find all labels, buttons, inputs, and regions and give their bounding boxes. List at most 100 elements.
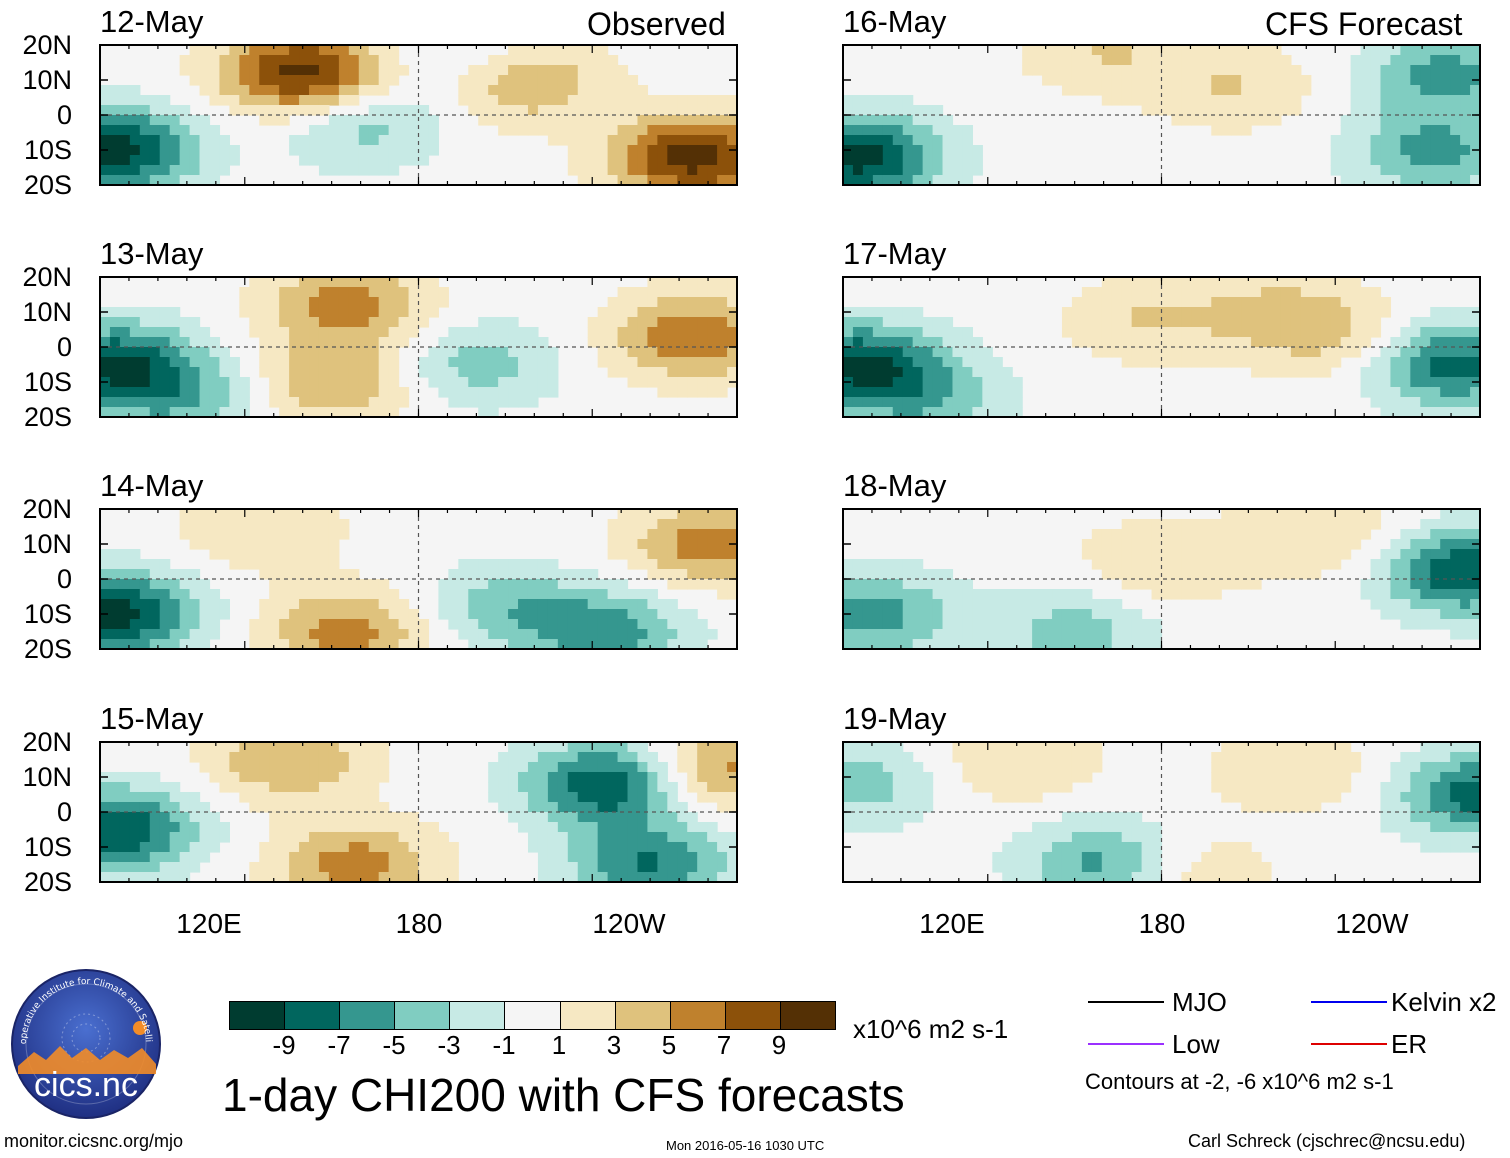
heatmap-cell (119, 559, 131, 570)
heatmap-cell (179, 55, 191, 66)
heatmap-cell (992, 407, 1003, 417)
heatmap-cell (279, 742, 290, 753)
heatmap-cell (1061, 85, 1073, 96)
heatmap-cell (249, 872, 260, 882)
heatmap-cell (707, 559, 718, 570)
heatmap-cell (149, 619, 161, 630)
heatmap-cell (1052, 55, 1063, 66)
heatmap-cell (972, 752, 983, 763)
heatmap-cell (667, 579, 678, 590)
heatmap-cell (597, 609, 609, 620)
heatmap-cell (1261, 75, 1272, 86)
heatmap-cell (1320, 509, 1332, 520)
heatmap-cell (139, 317, 151, 328)
heatmap-cell (843, 559, 854, 570)
heatmap-cell (318, 792, 330, 803)
heatmap-cell (1141, 639, 1153, 649)
heatmap-cell (1350, 115, 1362, 126)
heatmap-cell (843, 337, 854, 348)
heatmap-cell (269, 277, 280, 288)
heatmap-cell (667, 559, 678, 570)
heatmap-cell (309, 105, 320, 116)
heatmap-cell (179, 792, 191, 803)
heatmap-cell (1400, 45, 1411, 56)
heatmap-cell (537, 589, 549, 600)
heatmap-cell (1211, 762, 1222, 773)
heatmap-cell (1171, 569, 1182, 580)
heatmap-cell (498, 357, 509, 368)
heatmap-cell (289, 822, 300, 833)
heatmap-cell (1320, 357, 1332, 368)
heatmap-cell (109, 407, 121, 417)
heatmap-cell (697, 742, 708, 753)
heatmap-cell (149, 569, 161, 580)
heatmap-cell (1290, 802, 1302, 813)
heatmap-cell (912, 175, 924, 185)
heatmap-cell (677, 317, 688, 328)
heatmap-cell (1091, 45, 1103, 56)
heatmap-cell (328, 115, 340, 126)
heatmap-cell (279, 397, 290, 408)
heatmap-cell (119, 609, 131, 620)
heatmap-cell (1360, 589, 1372, 600)
heatmap-cell (358, 65, 370, 76)
heatmap-cell (1261, 792, 1272, 803)
heatmap-cell (717, 387, 728, 398)
heatmap-cell (159, 347, 171, 358)
heatmap-cell (607, 65, 619, 76)
heatmap-cell (189, 842, 201, 853)
heatmap-cell (1270, 45, 1282, 56)
heatmap-cell (1280, 519, 1292, 530)
heatmap-cell (299, 407, 310, 417)
heatmap-cell (488, 377, 499, 388)
heatmap-cell (239, 782, 250, 793)
heatmap-cell (872, 742, 884, 753)
heatmap-cell (1300, 367, 1312, 378)
heatmap-cell (717, 95, 728, 106)
heatmap-cell (348, 782, 360, 793)
heatmap-cell (1400, 65, 1411, 76)
heatmap-cell (338, 609, 350, 620)
heatmap-cell (159, 589, 171, 600)
heatmap-cell (338, 742, 350, 753)
heatmap-cell (587, 579, 599, 590)
heatmap-cell (1261, 762, 1272, 773)
heatmap-cell (1270, 277, 1282, 288)
heatmap-cell (1101, 65, 1113, 76)
heatmap-cell (279, 529, 290, 540)
heatmap-cell (1042, 832, 1053, 843)
heatmap-cell (299, 782, 310, 793)
heatmap-cell (398, 387, 410, 398)
heatmap-cell (1231, 95, 1242, 106)
heatmap-cell (1002, 792, 1013, 803)
heatmap-cell (1002, 367, 1013, 378)
heatmap-cell (657, 135, 668, 146)
heatmap-cell (1300, 529, 1312, 540)
heatmap-cell (1430, 802, 1441, 813)
heatmap-cell (269, 509, 280, 520)
heatmap-cell (398, 287, 410, 298)
heatmap-cell (1261, 85, 1272, 96)
heatmap-cell (119, 639, 131, 649)
heatmap-cell (518, 75, 529, 86)
heatmap-cell (1171, 337, 1182, 348)
heatmap-cell (498, 387, 509, 398)
heatmap-cell (229, 529, 240, 540)
heatmap-cell (119, 367, 131, 378)
heatmap-cell (518, 802, 529, 813)
heatmap-cell (1061, 752, 1073, 763)
heatmap-cell (647, 589, 658, 600)
heatmap-cell (109, 327, 121, 338)
heatmap-cell (1270, 337, 1282, 348)
heatmap-cell (348, 569, 360, 580)
heatmap-cell (179, 135, 191, 146)
heatmap-cell (1410, 357, 1421, 368)
heatmap-cell (488, 397, 499, 408)
heatmap-cell (368, 125, 380, 136)
heatmap-cell (1121, 529, 1133, 540)
heatmap-cell (358, 589, 370, 600)
heatmap-cell (1131, 307, 1143, 318)
heatmap-cell (348, 165, 360, 176)
heatmap-cell (259, 357, 270, 368)
heatmap-cell (607, 762, 619, 773)
